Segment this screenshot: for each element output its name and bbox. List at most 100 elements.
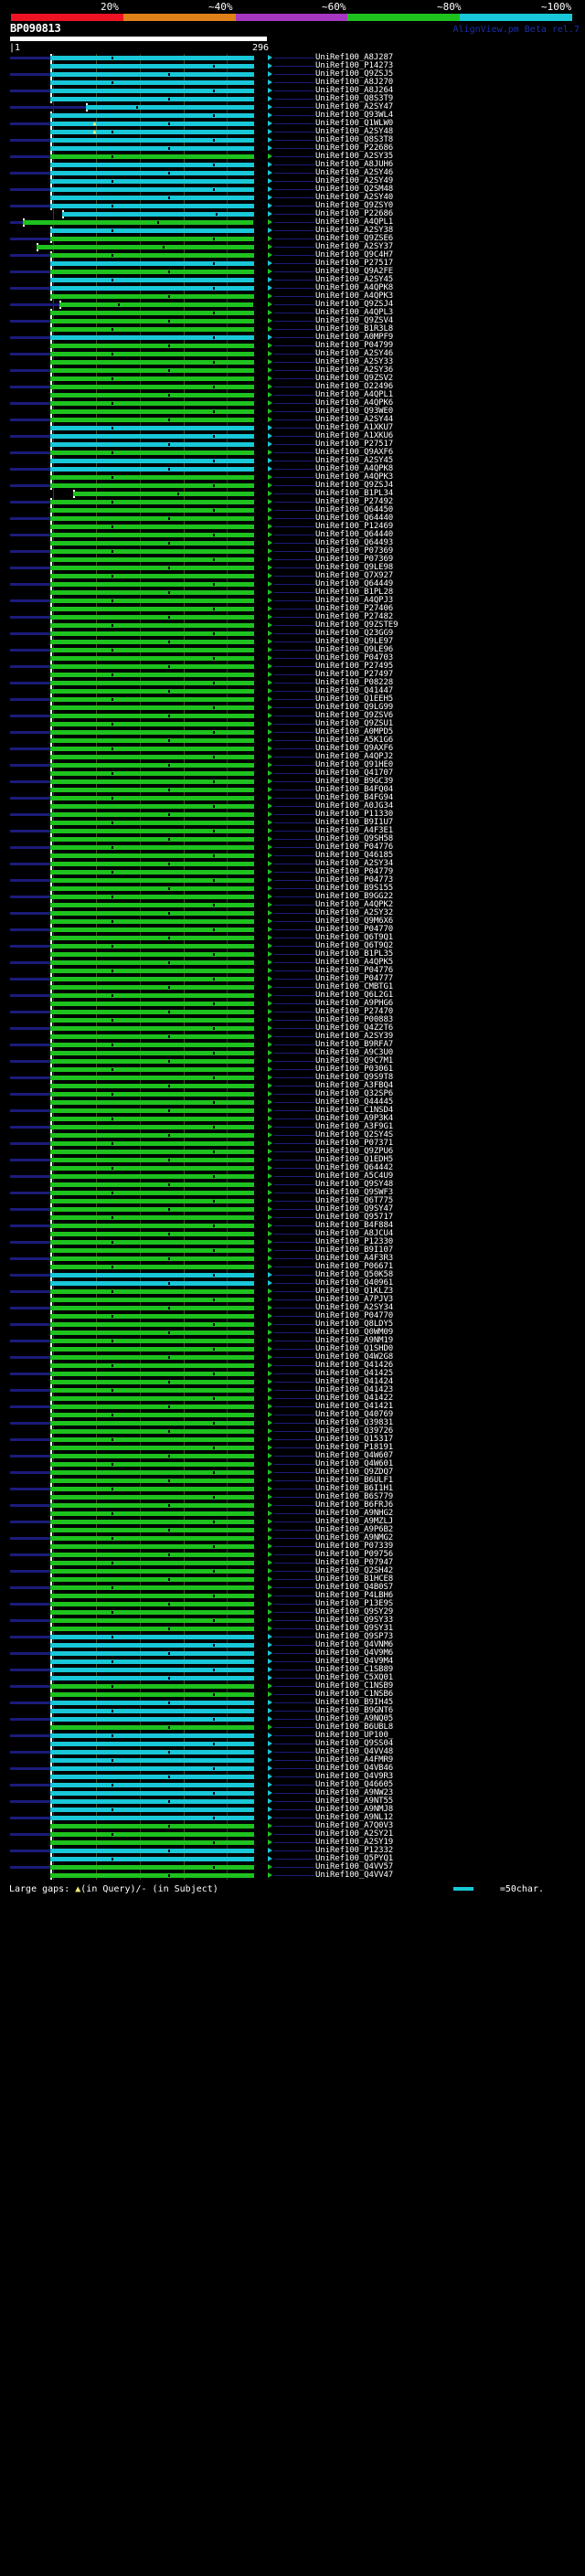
hit-row[interactable]: UniRef100_Q4V9R3	[0, 1772, 585, 1781]
hit-row[interactable]: UniRef100_B6FRJ6	[0, 1500, 585, 1510]
subject-accession-label[interactable]: UniRef100_Q41425	[315, 1369, 394, 1378]
hit-row[interactable]: UniRef100_Q41423	[0, 1385, 585, 1394]
hit-row[interactable]: UniRef100_A2SY44	[0, 415, 585, 424]
subject-accession-label[interactable]: UniRef100_P27517	[315, 259, 394, 268]
subject-accession-label[interactable]: UniRef100_C1SB89	[315, 1665, 394, 1674]
hsp-bar[interactable]	[50, 804, 254, 809]
hsp-bar[interactable]	[50, 163, 254, 167]
hsp-bar[interactable]	[50, 747, 254, 751]
hit-row[interactable]: UniRef100_B9RFA7	[0, 1040, 585, 1049]
hsp-bar[interactable]	[50, 812, 254, 817]
subject-accession-label[interactable]: UniRef100_A2SY21	[315, 1829, 394, 1839]
subject-accession-label[interactable]: UniRef100_P12330	[315, 1237, 394, 1246]
hit-row[interactable]: UniRef100_Q9ZSTE9	[0, 620, 585, 630]
subject-accession-label[interactable]: UniRef100_B9I1U7	[315, 818, 394, 827]
subject-accession-label[interactable]: UniRef100_A2SY33	[315, 357, 394, 366]
hsp-bar[interactable]	[50, 1643, 254, 1648]
hsp-bar[interactable]	[50, 64, 254, 69]
subject-accession-label[interactable]: UniRef100_P27492	[315, 497, 394, 506]
hit-row[interactable]: UniRef100_Q1KLZ3	[0, 1287, 585, 1296]
hsp-bar[interactable]	[50, 1067, 254, 1072]
hit-row[interactable]: UniRef100_A4QPL1	[0, 217, 585, 227]
hsp-bar[interactable]	[50, 1248, 254, 1253]
subject-accession-label[interactable]: UniRef100_Q8S3T9	[315, 94, 394, 103]
subject-accession-label[interactable]: UniRef100_B6ULF1	[315, 1476, 394, 1485]
hsp-bar[interactable]	[50, 1322, 254, 1327]
hsp-bar[interactable]	[50, 418, 254, 422]
subject-accession-label[interactable]: UniRef100_Q9LE97	[315, 637, 394, 646]
hsp-bar[interactable]	[50, 1339, 254, 1343]
subject-accession-label[interactable]: UniRef100_A2SY44	[315, 415, 394, 424]
hit-row[interactable]: UniRef100_A4QPK8	[0, 283, 585, 292]
subject-accession-label[interactable]: UniRef100_A2SY45	[315, 456, 394, 465]
hit-row[interactable]: UniRef100_Q5PYQ1	[0, 1854, 585, 1863]
hit-row[interactable]: UniRef100_Q4VV47	[0, 1871, 585, 1880]
subject-accession-label[interactable]: UniRef100_A4F3R3	[315, 1254, 394, 1263]
hsp-bar[interactable]	[50, 335, 254, 340]
subject-accession-label[interactable]: UniRef100_Q9LE96	[315, 645, 394, 654]
hsp-bar[interactable]	[59, 302, 253, 307]
subject-accession-label[interactable]: UniRef100_Q2SH42	[315, 1566, 394, 1575]
hsp-bar[interactable]	[50, 1651, 254, 1656]
hsp-bar[interactable]	[50, 1659, 254, 1664]
subject-accession-label[interactable]: UniRef100_Q46605	[315, 1780, 394, 1789]
hsp-bar[interactable]	[50, 1816, 254, 1820]
hit-row[interactable]: UniRef100_P27470	[0, 1007, 585, 1016]
hsp-bar[interactable]	[50, 1462, 254, 1467]
subject-accession-label[interactable]: UniRef100_A2SY45	[315, 275, 394, 284]
hit-row[interactable]: UniRef100_Q1WLW0	[0, 119, 585, 128]
hsp-bar[interactable]	[50, 80, 254, 85]
hit-row[interactable]: UniRef100_A5C4U9	[0, 1171, 585, 1181]
hsp-bar[interactable]	[50, 862, 254, 866]
subject-accession-label[interactable]: UniRef100_Q9ZSU1	[315, 719, 394, 728]
hit-row[interactable]: UniRef100_Q4W601	[0, 1459, 585, 1468]
hit-row[interactable]: UniRef100_Q6T9Q2	[0, 941, 585, 950]
hit-row[interactable]: UniRef100_A4FMR9	[0, 1755, 585, 1765]
hit-row[interactable]: UniRef100_P27406	[0, 604, 585, 613]
hsp-bar[interactable]	[50, 130, 254, 134]
subject-accession-label[interactable]: UniRef100_P04770	[315, 925, 394, 934]
hit-row[interactable]: UniRef100_CMBTG1	[0, 982, 585, 991]
subject-accession-label[interactable]: UniRef100_Q4W607	[315, 1451, 394, 1460]
hit-row[interactable]: UniRef100_A9PHG6	[0, 999, 585, 1008]
hit-row[interactable]: UniRef100_Q41447	[0, 686, 585, 695]
hsp-bar[interactable]	[50, 1577, 254, 1582]
hit-row[interactable]: UniRef100_Q4VV57	[0, 1862, 585, 1871]
hit-row[interactable]: UniRef100_B9I1U7	[0, 818, 585, 827]
hsp-bar[interactable]	[50, 1446, 254, 1450]
hsp-bar[interactable]	[50, 1536, 254, 1541]
hsp-bar[interactable]	[50, 1018, 254, 1023]
hit-row[interactable]: UniRef100_A9NT55	[0, 1797, 585, 1806]
hsp-bar[interactable]	[50, 1758, 254, 1763]
hsp-bar[interactable]	[50, 1117, 254, 1121]
subject-accession-label[interactable]: UniRef100_Q9SH58	[315, 834, 394, 843]
subject-accession-label[interactable]: UniRef100_A2SY46	[315, 349, 394, 358]
subject-accession-label[interactable]: UniRef100_A5K1G6	[315, 736, 394, 745]
subject-accession-label[interactable]: UniRef100_Q15317	[315, 1435, 394, 1444]
hit-row[interactable]: UniRef100_B1PL28	[0, 588, 585, 597]
hsp-bar[interactable]	[50, 253, 254, 258]
hit-row[interactable]: UniRef100_B9IH45	[0, 1698, 585, 1707]
hit-row[interactable]: UniRef100_Q9SY47	[0, 1204, 585, 1214]
hit-row[interactable]: UniRef100_P00883	[0, 1015, 585, 1024]
hit-row[interactable]: UniRef100_B4FQ04	[0, 785, 585, 794]
subject-accession-label[interactable]: UniRef100_P07947	[315, 1558, 394, 1567]
hsp-bar[interactable]	[50, 1224, 254, 1228]
hsp-bar[interactable]	[50, 796, 254, 800]
hit-row[interactable]: UniRef100_P04777	[0, 974, 585, 983]
subject-accession-label[interactable]: UniRef100_Q9SS04	[315, 1739, 394, 1748]
subject-accession-label[interactable]: UniRef100_A9NT55	[315, 1797, 394, 1806]
subject-accession-label[interactable]: UniRef100_P04770	[315, 1311, 394, 1320]
hsp-bar[interactable]	[50, 549, 254, 554]
subject-accession-label[interactable]: UniRef100_B1PL28	[315, 588, 394, 597]
hsp-bar[interactable]	[50, 1840, 254, 1845]
hsp-bar[interactable]	[50, 1783, 254, 1787]
subject-accession-label[interactable]: UniRef100_Q9LG99	[315, 703, 394, 712]
subject-accession-label[interactable]: UniRef100_B4F884	[315, 1221, 394, 1230]
hit-row[interactable]: UniRef100_B9GNT6	[0, 1706, 585, 1715]
hit-row[interactable]: UniRef100_Q4V9M6	[0, 1648, 585, 1658]
hsp-bar[interactable]	[50, 1421, 254, 1426]
hsp-bar[interactable]	[50, 1791, 254, 1796]
hsp-bar[interactable]	[50, 204, 254, 208]
hsp-bar[interactable]	[50, 319, 254, 323]
